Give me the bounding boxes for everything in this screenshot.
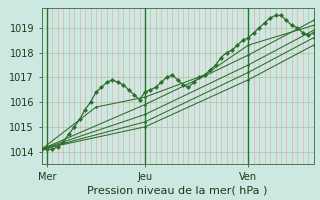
X-axis label: Pression niveau de la mer( hPa ): Pression niveau de la mer( hPa )	[87, 186, 268, 196]
